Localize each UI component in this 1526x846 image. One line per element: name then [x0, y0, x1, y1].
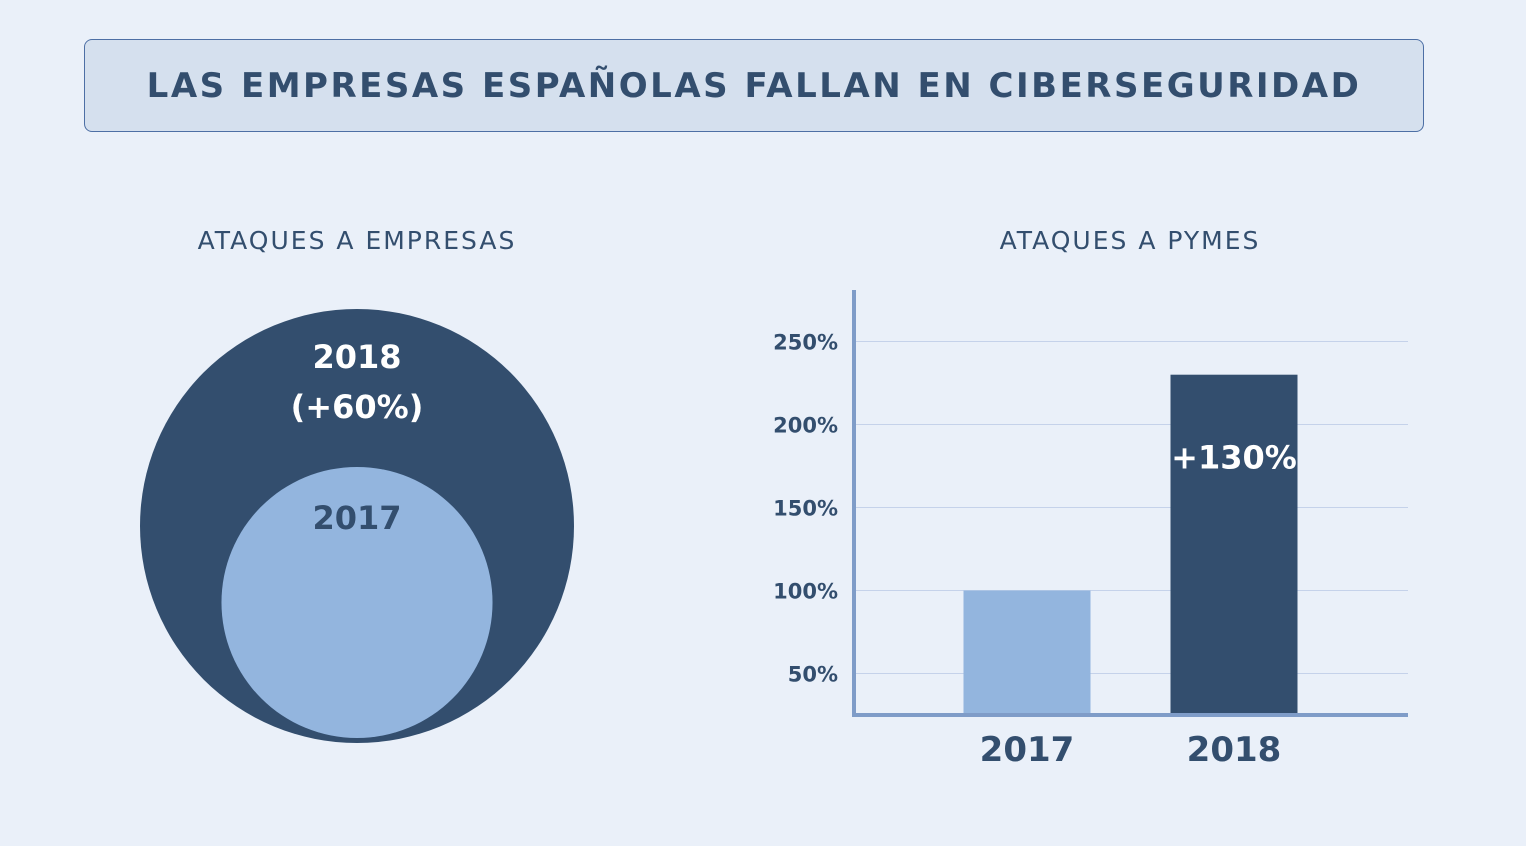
title-banner: LAS EMPRESAS ESPAÑOLAS FALLAN EN CIBERSE… [84, 39, 1424, 132]
page-title: LAS EMPRESAS ESPAÑOLAS FALLAN EN CIBERSE… [146, 65, 1362, 106]
bar-data-label: +130% [1171, 439, 1297, 477]
y-tick-label: 50% [788, 663, 838, 687]
bar-2017 [963, 590, 1091, 715]
bubble-label-2018: 2018 [312, 338, 401, 376]
bubble-sublabel-2018: (+60%) [291, 388, 424, 426]
y-tick-label: 150% [773, 497, 838, 521]
x-tick-labels: 2017 2018 [980, 730, 1282, 770]
bar-grid [854, 341, 1408, 674]
bar-chart: 50% 100% 150% 200% 250% +130% 2017 2018 [773, 290, 1408, 770]
y-tick-label: 250% [773, 331, 838, 355]
x-tick-label: 2017 [980, 730, 1075, 770]
bar-2018 [1170, 374, 1298, 715]
bar-chart-title: ATAQUES A PYMES [999, 226, 1261, 255]
bubble-2017 [221, 466, 493, 738]
bars: +130% [963, 374, 1298, 715]
bubble-chart: 2018 (+60%) 2017 [140, 309, 574, 743]
bubble-label-2017: 2017 [312, 499, 401, 537]
x-tick-label: 2018 [1187, 730, 1282, 770]
bubble-chart-title: ATAQUES A EMPRESAS [197, 226, 517, 255]
axes [852, 290, 1408, 717]
y-tick-label: 100% [773, 580, 838, 604]
y-tick-labels: 50% 100% 150% 200% 250% [773, 331, 838, 687]
y-tick-label: 200% [773, 414, 838, 438]
